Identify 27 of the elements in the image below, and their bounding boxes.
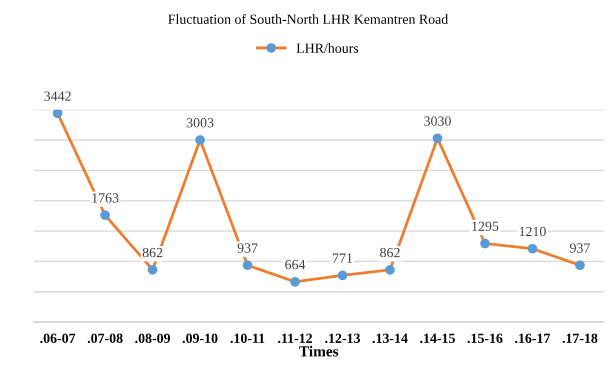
data-label: 771	[333, 253, 352, 263]
data-label: 1763	[92, 193, 118, 203]
x-tick-label: .06-07	[40, 334, 76, 344]
x-tick-label: .11-12	[278, 334, 312, 344]
x-tick-label: .12-13	[325, 334, 360, 344]
x-tick-label: .09-10	[182, 334, 218, 344]
x-tick-label: .10-11	[230, 334, 264, 344]
data-label: 1210	[520, 226, 546, 236]
x-tick-label: .15-16	[468, 334, 503, 344]
x-tick-label: .13-14	[372, 334, 408, 344]
x-tick-label: .14-15	[420, 334, 455, 344]
data-label: 1295	[472, 222, 498, 231]
data-label: 3442	[44, 91, 71, 101]
data-label: 937	[570, 243, 590, 253]
data-label: 862	[380, 248, 400, 258]
data-label: 3003	[186, 118, 214, 128]
x-axis-title: Times	[299, 346, 338, 357]
data-label: 862	[142, 248, 162, 258]
chart-title: Fluctuation of South-North LHR Kemantren Road	[168, 14, 448, 24]
x-tick-label: .16-17	[515, 334, 550, 344]
legend-label: LHR/hours	[296, 43, 358, 53]
x-tick-label: .07-08	[88, 334, 123, 344]
data-label: 3030	[424, 116, 451, 126]
x-tick-label: .08-09	[135, 334, 170, 344]
data-label: 937	[238, 243, 258, 253]
data-label: 664	[285, 260, 306, 270]
x-tick-label: .17-18	[562, 334, 598, 344]
